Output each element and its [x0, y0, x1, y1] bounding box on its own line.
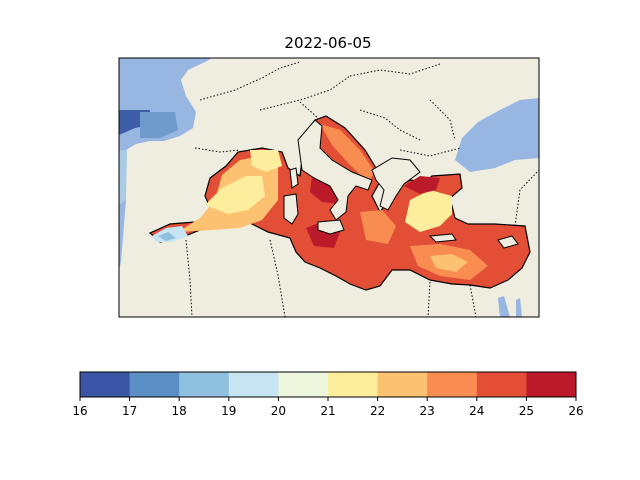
crete-land	[428, 233, 457, 243]
colorbar-cell	[328, 372, 379, 397]
colorbar-tick-label: 26	[568, 404, 583, 418]
levant-pale	[430, 254, 468, 272]
black-sea	[455, 98, 539, 172]
colorbar-tick-label: 16	[72, 404, 87, 418]
gulf-of-aqaba	[516, 298, 522, 317]
colorbar-cell	[476, 372, 527, 397]
colorbar-cell	[278, 372, 329, 397]
colorbar-tick-label: 17	[122, 404, 137, 418]
colorbar-cell	[427, 372, 478, 397]
italy-land	[297, 119, 373, 221]
colorbar-cell	[377, 372, 428, 397]
colorbar-tick-label: 24	[469, 404, 484, 418]
colorbar-cell	[228, 372, 279, 397]
colorbar-cell	[80, 372, 131, 397]
balkans-land	[371, 157, 421, 211]
adriatic-warm	[320, 124, 375, 182]
ionian-warm	[360, 210, 396, 244]
sea-surface-temperature-map	[118, 57, 540, 318]
iberia-coast-water	[119, 150, 127, 205]
sicily-land	[317, 219, 345, 235]
liguria-mild	[250, 150, 282, 172]
colorbar-tick-label: 18	[172, 404, 187, 418]
alboran-cooler	[158, 232, 176, 241]
aegean-hot	[404, 176, 440, 194]
colorbar-tick-label: 21	[320, 404, 335, 418]
cyprus-land	[497, 235, 519, 249]
corsica-land	[289, 167, 299, 189]
sardinia-land	[283, 193, 299, 225]
colorbar-cell	[179, 372, 230, 397]
colorbar-cell	[526, 372, 577, 397]
red-sea	[498, 296, 510, 317]
country-borders	[185, 61, 539, 317]
colorbar-tick-label: 19	[221, 404, 236, 418]
colorbar-tick-label: 25	[519, 404, 534, 418]
colorbar-cell	[129, 372, 180, 397]
western-med-mild	[205, 176, 265, 214]
map-frame	[118, 57, 540, 318]
aegean-mild	[405, 190, 452, 232]
colorbar-tick-label: 20	[271, 404, 286, 418]
map-title: 2022-06-05	[284, 34, 372, 52]
biscay-mid-water	[140, 112, 178, 138]
colorbar-tick-label: 22	[370, 404, 385, 418]
colorbar-tick-label: 23	[420, 404, 435, 418]
